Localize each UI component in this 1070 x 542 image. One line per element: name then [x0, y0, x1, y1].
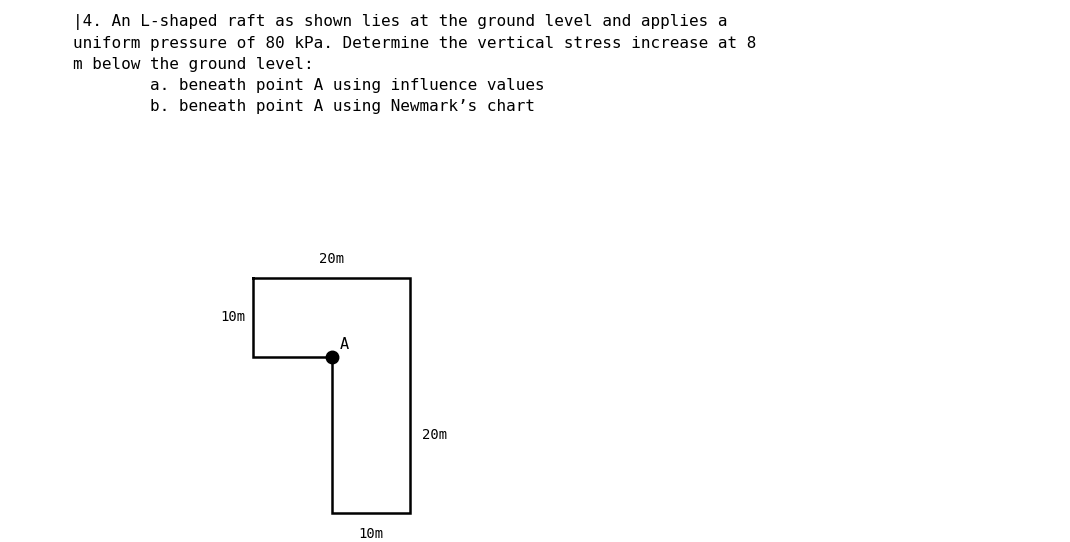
Text: |4. An L-shaped raft as shown lies at the ground level and applies a
uniform pre: |4. An L-shaped raft as shown lies at th…: [73, 14, 756, 114]
Text: A: A: [339, 337, 349, 352]
Text: 10m: 10m: [358, 527, 383, 541]
Text: 10m: 10m: [220, 311, 246, 324]
Text: 20m: 20m: [422, 428, 447, 442]
Text: 20m: 20m: [319, 253, 345, 267]
